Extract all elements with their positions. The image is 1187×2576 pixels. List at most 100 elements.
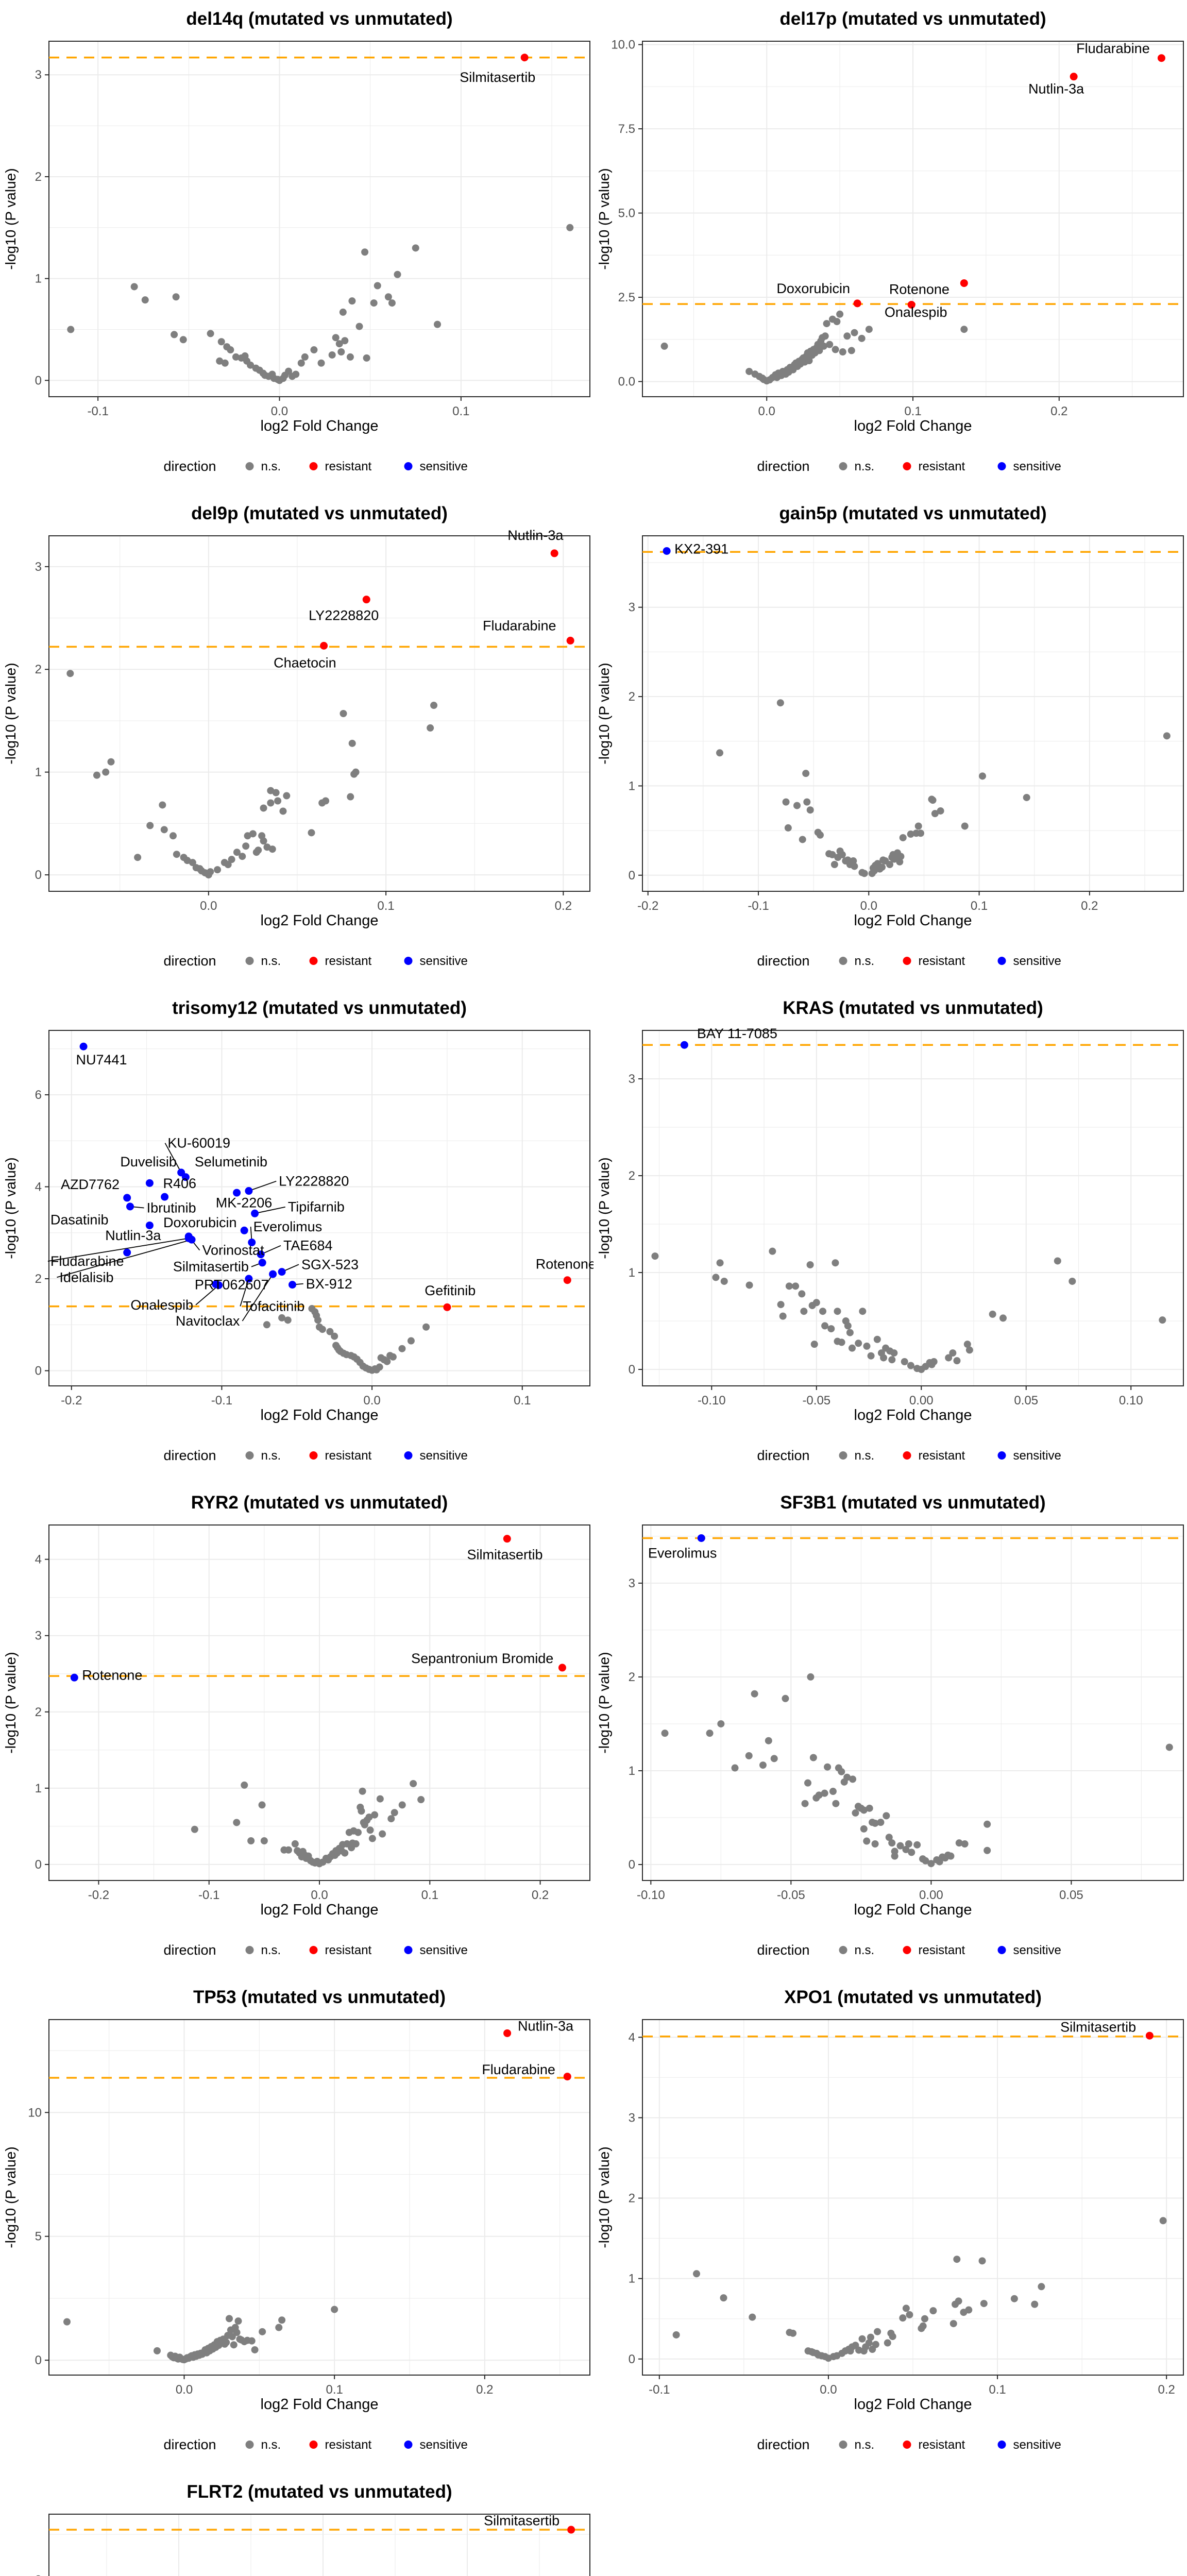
legend-label-sensitive: sensitive bbox=[420, 954, 468, 968]
ns-point bbox=[821, 1322, 829, 1330]
ns-point bbox=[130, 283, 138, 291]
ns-point bbox=[274, 797, 282, 805]
ns-point bbox=[873, 1335, 881, 1343]
legend-label-sensitive: sensitive bbox=[1013, 2438, 1061, 2452]
y-tick-label: 1 bbox=[629, 1266, 635, 1280]
point-idelalisib bbox=[188, 1235, 196, 1244]
legend-title: direction bbox=[757, 1448, 810, 1463]
ns-point bbox=[844, 1322, 852, 1330]
y-tick-label: 0 bbox=[35, 1858, 42, 1872]
panel-del17p: 0.0 0.1 0.2 0.0 2.5 5.0 7.5 10.0 Fludarabine Nutl… bbox=[594, 0, 1187, 495]
legend-swatch-resistant bbox=[309, 462, 318, 470]
ns-point bbox=[929, 2307, 937, 2315]
ns-point bbox=[851, 329, 858, 336]
volcano-chart-del17p: 0.0 0.1 0.2 0.0 2.5 5.0 7.5 10.0 Fludarabine Nutl… bbox=[594, 0, 1187, 495]
ns-point bbox=[809, 1754, 817, 1761]
ns-point bbox=[980, 2300, 988, 2308]
ns-point bbox=[917, 829, 924, 837]
legend-swatch-sensitive bbox=[997, 462, 1006, 470]
x-tick-label: 0.1 bbox=[421, 1888, 438, 1902]
panel-gain5p: -0.2 -0.1 0.0 0.1 0.2 0 1 2 3 KX2-391 gain5p (muta… bbox=[594, 495, 1187, 989]
ns-point bbox=[765, 1737, 772, 1744]
legend-swatch-sensitive bbox=[404, 2441, 413, 2449]
x-tick-label: -0.1 bbox=[198, 1888, 219, 1902]
ns-point bbox=[430, 702, 438, 709]
x-tick-label: 0.0 bbox=[271, 404, 288, 418]
ns-point bbox=[815, 1791, 823, 1799]
x-tick-label: 0.00 bbox=[919, 1888, 943, 1902]
ns-point bbox=[828, 851, 836, 858]
ns-point bbox=[927, 1860, 935, 1868]
panel-border bbox=[642, 1030, 1184, 1386]
ns-point bbox=[191, 1825, 198, 1833]
legend-title: direction bbox=[164, 459, 216, 474]
ns-point bbox=[328, 351, 336, 359]
ns-point bbox=[953, 2256, 961, 2263]
point-nutlin-3a bbox=[550, 549, 558, 557]
legend-label-resistant: resistant bbox=[325, 460, 372, 473]
ns-point bbox=[241, 1781, 248, 1789]
point-nutlin-3a bbox=[1070, 73, 1078, 81]
ns-point bbox=[242, 842, 250, 850]
volcano-chart-RYR2: -0.2 -0.1 0.0 0.1 0.2 0 1 2 3 4 Silmitasertib Sepan… bbox=[0, 1484, 594, 1978]
legend-swatch-sensitive bbox=[404, 462, 413, 470]
panel-XPO1: -0.1 0.0 0.1 0.2 0 1 2 3 4 Silmitasertib XPO1 (mut… bbox=[594, 1978, 1187, 2473]
volcano-chart-KRAS: -0.10 -0.05 0.00 0.05 0.10 0 1 2 3 BAY 11-7085 KRA… bbox=[594, 989, 1187, 1484]
point-label: Rotenone bbox=[889, 282, 949, 297]
ns-point bbox=[801, 1800, 809, 1807]
x-tick-label: -0.2 bbox=[61, 1394, 82, 1408]
legend-label-resistant: resistant bbox=[919, 460, 965, 473]
ns-point bbox=[159, 801, 166, 809]
y-tick-label: 0 bbox=[629, 1363, 635, 1377]
ns-point bbox=[359, 1787, 366, 1795]
ns-point bbox=[417, 1796, 425, 1804]
ns-point bbox=[160, 826, 168, 834]
y-tick-label: 2 bbox=[35, 1705, 42, 1719]
ns-point bbox=[867, 1352, 875, 1360]
ns-point bbox=[798, 1290, 806, 1298]
point-label: LY2228820 bbox=[279, 1174, 349, 1189]
ns-point bbox=[949, 1349, 957, 1357]
ns-point bbox=[789, 2329, 797, 2337]
y-tick-label: 7.5 bbox=[618, 122, 635, 136]
y-tick-label: 0 bbox=[35, 374, 42, 387]
y-tick-label: 3 bbox=[35, 68, 42, 82]
point-rotenone bbox=[960, 279, 968, 287]
y-axis-title: -log10 (P value) bbox=[3, 2146, 19, 2248]
ns-point bbox=[1054, 1257, 1061, 1265]
panel-background bbox=[594, 495, 1187, 989]
y-tick-label: 1 bbox=[35, 1782, 42, 1795]
ns-point bbox=[355, 323, 363, 330]
legend-title: direction bbox=[164, 2437, 216, 2452]
ns-point bbox=[919, 2322, 927, 2330]
y-tick-label: 3 bbox=[629, 2111, 635, 2125]
ns-point bbox=[838, 1768, 845, 1775]
legend-label-sensitive: sensitive bbox=[1013, 1943, 1061, 1957]
ns-point bbox=[896, 1842, 904, 1850]
ns-point bbox=[963, 1341, 971, 1348]
ns-point bbox=[322, 797, 330, 805]
legend-label-ns: n.s. bbox=[261, 1943, 281, 1957]
ns-point bbox=[860, 1806, 868, 1814]
ns-point bbox=[820, 342, 827, 350]
ns-point bbox=[851, 862, 858, 870]
ns-point bbox=[999, 1314, 1007, 1322]
ns-point bbox=[358, 1807, 365, 1815]
legend-label-ns: n.s. bbox=[855, 460, 875, 473]
ns-point bbox=[902, 1845, 910, 1853]
legend-swatch-resistant bbox=[903, 462, 911, 470]
x-axis-title: log2 Fold Change bbox=[261, 418, 379, 434]
ns-point bbox=[731, 1764, 739, 1772]
point-bx-912 bbox=[289, 1281, 296, 1289]
point-label: Doxorubicin bbox=[776, 281, 850, 296]
ns-point bbox=[285, 1846, 292, 1854]
ns-point bbox=[1163, 732, 1171, 740]
panel-background bbox=[594, 989, 1187, 1484]
ns-point bbox=[335, 340, 343, 348]
point-sgx-523 bbox=[278, 1268, 286, 1276]
volcano-chart-XPO1: -0.1 0.0 0.1 0.2 0 1 2 3 4 Silmitasertib XPO1 (mut… bbox=[594, 1978, 1187, 2473]
ns-point bbox=[800, 1308, 808, 1315]
ns-point bbox=[370, 299, 378, 307]
y-axis-title: -log10 (P value) bbox=[596, 1652, 612, 1753]
label-connector bbox=[248, 1180, 277, 1192]
